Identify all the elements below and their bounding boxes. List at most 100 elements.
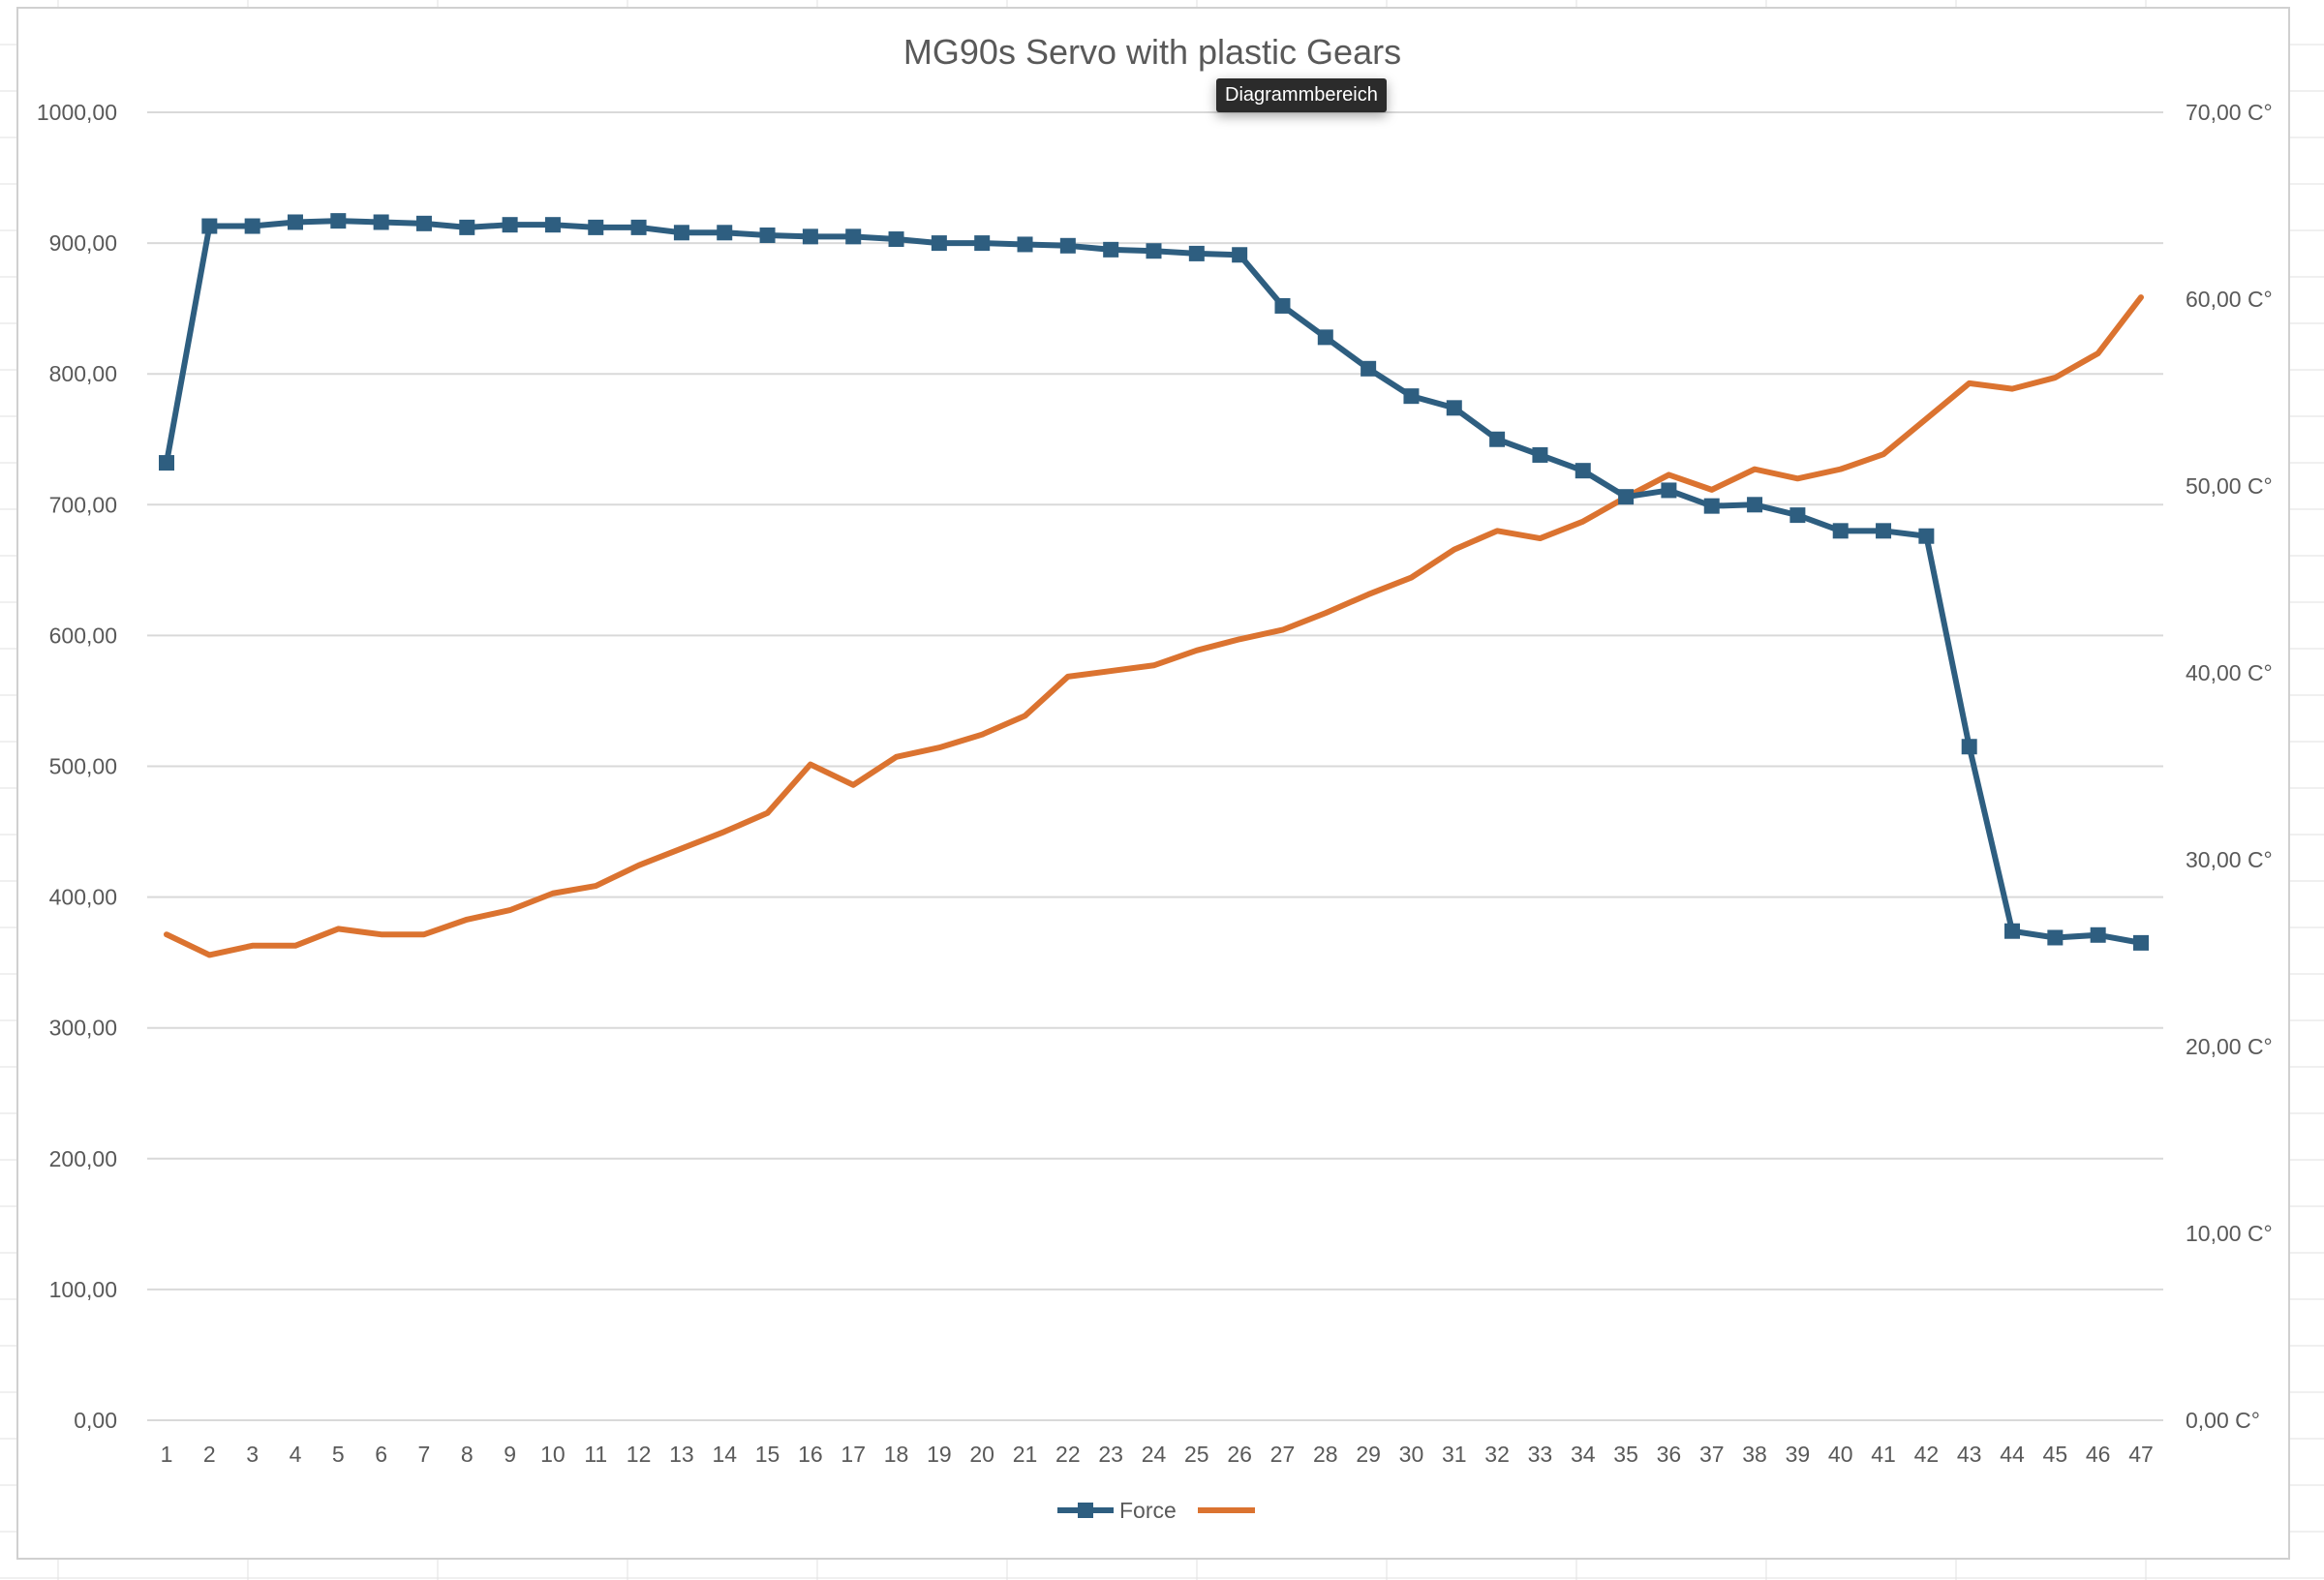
x-axis-tick-label: 32	[1484, 1442, 1510, 1467]
force-marker[interactable]	[415, 215, 432, 231]
force-marker[interactable]	[1446, 400, 1462, 416]
x-axis-tick-label: 20	[969, 1442, 994, 1467]
left-axis-tick-label: 500,00	[49, 754, 117, 779]
x-axis-tick-label: 15	[755, 1442, 780, 1467]
left-axis-tick-label: 0,00	[74, 1408, 117, 1433]
force-marker[interactable]	[974, 235, 991, 252]
force-marker[interactable]	[287, 214, 303, 230]
x-axis-ticks: 1 2 3 4 5 6 7 8 9 10 11 12 13 14 15 16 17 18 19 20 21 22 23 24 2…	[161, 1442, 2154, 1467]
force-marker[interactable]	[1961, 739, 1977, 755]
x-axis-tick-label: 22	[1055, 1442, 1081, 1467]
legend-force-label: Force	[1119, 1498, 1177, 1523]
force-marker[interactable]	[1575, 463, 1591, 479]
force-marker[interactable]	[1017, 236, 1033, 253]
force-marker[interactable]	[1188, 245, 1205, 261]
x-axis-tick-label: 37	[1699, 1442, 1725, 1467]
force-marker[interactable]	[201, 218, 218, 234]
temperature-series[interactable]	[164, 294, 2144, 958]
x-axis-tick-label: 21	[1013, 1442, 1038, 1467]
force-marker[interactable]	[1789, 507, 1806, 524]
force-marker[interactable]	[2133, 934, 2149, 951]
left-axis-ticks: 0,00 100,00 200,00 300,00 400,00 500,00 600,00…	[37, 100, 117, 1433]
x-axis-tick-label: 47	[2128, 1442, 2154, 1467]
x-axis-tick-label: 16	[798, 1442, 823, 1467]
force-marker[interactable]	[373, 214, 389, 230]
force-marker[interactable]	[802, 228, 818, 245]
force-marker[interactable]	[1532, 446, 1548, 463]
x-axis-tick-label: 10	[540, 1442, 566, 1467]
x-axis-tick-label: 41	[1871, 1442, 1896, 1467]
x-axis-tick-label: 33	[1528, 1442, 1553, 1467]
x-axis-tick-label: 39	[1786, 1442, 1811, 1467]
force-marker[interactable]	[931, 235, 947, 252]
force-marker[interactable]	[1103, 241, 1119, 258]
chart-title[interactable]: MG90s Servo with plastic Gears	[903, 32, 1401, 72]
force-marker[interactable]	[1403, 388, 1420, 405]
x-axis-tick-label: 18	[884, 1442, 909, 1467]
right-axis-tick-label: 0,00 C°	[2186, 1408, 2260, 1433]
right-axis-tick-label: 30,00 C°	[2186, 847, 2273, 872]
x-axis-tick-label: 23	[1098, 1442, 1123, 1467]
force-marker[interactable]	[1232, 247, 1248, 263]
x-axis-tick-label: 3	[246, 1442, 259, 1467]
x-axis-tick-label: 17	[841, 1442, 866, 1467]
chart-border[interactable]	[16, 7, 2290, 1560]
force-marker[interactable]	[1876, 523, 1892, 539]
chart-area-tooltip: Diagrammbereich	[1216, 78, 1387, 112]
x-axis-tick-label: 27	[1270, 1442, 1296, 1467]
force-marker[interactable]	[159, 455, 174, 471]
x-axis-tick-label: 42	[1914, 1442, 1940, 1467]
x-axis-tick-label: 30	[1399, 1442, 1424, 1467]
force-marker[interactable]	[1317, 329, 1333, 346]
x-axis-tick-label: 26	[1227, 1442, 1252, 1467]
left-axis-tick-label: 900,00	[49, 230, 117, 256]
force-marker[interactable]	[588, 219, 604, 235]
force-marker[interactable]	[330, 213, 347, 229]
force-marker[interactable]	[717, 225, 733, 241]
force-marker[interactable]	[502, 217, 518, 233]
force-series[interactable]	[159, 213, 2149, 951]
force-marker[interactable]	[1361, 360, 1377, 377]
force-marker[interactable]	[845, 228, 862, 245]
x-axis-tick-label: 36	[1657, 1442, 1682, 1467]
plot-gridlines	[147, 111, 2163, 1421]
x-axis-tick-label: 34	[1571, 1442, 1596, 1467]
force-marker[interactable]	[759, 227, 776, 243]
force-marker[interactable]	[544, 217, 561, 233]
legend[interactable]: Force	[1057, 1498, 1255, 1523]
force-marker[interactable]	[888, 231, 904, 248]
left-axis-tick-label: 1000,00	[37, 100, 117, 125]
force-marker[interactable]	[1832, 523, 1849, 539]
force-marker[interactable]	[1747, 497, 1763, 513]
x-axis-tick-label: 7	[418, 1442, 431, 1467]
temperature-line[interactable]	[164, 294, 2144, 958]
force-marker[interactable]	[244, 218, 260, 234]
right-axis-tick-label: 60,00 C°	[2186, 287, 2273, 312]
left-axis-tick-label: 400,00	[49, 885, 117, 910]
right-axis-ticks: 0,00 C° 10,00 C° 20,00 C° 30,00 C° 40,00 C° 5…	[2186, 100, 2273, 1433]
x-axis-tick-label: 4	[290, 1442, 302, 1467]
x-axis-tick-label: 24	[1142, 1442, 1167, 1467]
force-marker[interactable]	[1661, 482, 1677, 499]
x-axis-tick-label: 43	[1957, 1442, 1982, 1467]
force-marker[interactable]	[1146, 243, 1162, 259]
x-axis-tick-label: 45	[2043, 1442, 2068, 1467]
x-axis-tick-label: 31	[1442, 1442, 1467, 1467]
force-marker[interactable]	[1703, 498, 1720, 514]
right-axis-tick-label: 70,00 C°	[2186, 100, 2273, 125]
force-marker[interactable]	[1274, 297, 1291, 314]
force-marker[interactable]	[2090, 927, 2106, 943]
force-marker[interactable]	[459, 219, 475, 235]
force-marker[interactable]	[2004, 923, 2021, 939]
x-axis-tick-label: 9	[504, 1442, 516, 1467]
force-marker[interactable]	[1618, 489, 1635, 505]
force-marker[interactable]	[630, 219, 647, 235]
x-axis-tick-label: 2	[203, 1442, 216, 1467]
force-marker[interactable]	[1059, 237, 1076, 254]
force-marker[interactable]	[1489, 431, 1506, 447]
force-marker[interactable]	[673, 225, 689, 241]
left-axis-tick-label: 300,00	[49, 1016, 117, 1041]
force-marker[interactable]	[1918, 528, 1935, 544]
force-marker[interactable]	[2047, 929, 2064, 946]
